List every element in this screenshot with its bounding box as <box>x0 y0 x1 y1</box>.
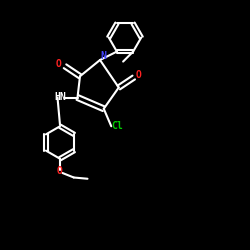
Text: Cl: Cl <box>112 121 124 131</box>
Text: O: O <box>136 70 142 80</box>
Text: HN: HN <box>54 92 66 102</box>
Text: O: O <box>57 166 63 176</box>
Text: O: O <box>56 59 62 69</box>
Text: N: N <box>101 51 107 61</box>
